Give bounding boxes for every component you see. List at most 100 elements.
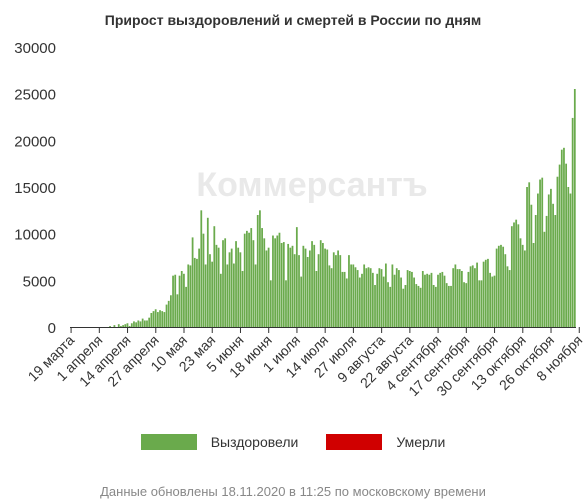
bar-recovered[interactable] bbox=[497, 245, 500, 327]
bar-recovered[interactable] bbox=[421, 271, 424, 327]
bar-recovered[interactable] bbox=[285, 280, 287, 327]
bar-recovered[interactable] bbox=[204, 264, 207, 327]
bar-recovered[interactable] bbox=[482, 261, 485, 327]
bar-recovered[interactable] bbox=[324, 248, 326, 327]
bar-recovered[interactable] bbox=[439, 272, 442, 327]
bar-recovered[interactable] bbox=[274, 238, 277, 327]
bar-recovered[interactable] bbox=[282, 242, 285, 327]
bar-recovered[interactable] bbox=[547, 194, 550, 327]
bar-recovered[interactable] bbox=[174, 274, 177, 327]
bar-recovered[interactable] bbox=[508, 270, 511, 327]
bar-recovered[interactable] bbox=[450, 285, 452, 327]
bar-recovered[interactable] bbox=[335, 255, 337, 327]
bar-recovered[interactable] bbox=[558, 164, 561, 327]
bar-recovered[interactable] bbox=[217, 247, 220, 327]
legend-item-died[interactable]: Умерли bbox=[326, 434, 445, 450]
bar-recovered[interactable] bbox=[424, 274, 426, 327]
bar-recovered[interactable] bbox=[308, 250, 311, 327]
bar-recovered[interactable] bbox=[261, 228, 263, 327]
bar-recovered[interactable] bbox=[478, 280, 481, 327]
bar-recovered[interactable] bbox=[183, 273, 185, 327]
bar-recovered[interactable] bbox=[311, 241, 313, 327]
bar-recovered[interactable] bbox=[211, 261, 214, 327]
bar-recovered[interactable] bbox=[532, 243, 535, 327]
bar-recovered[interactable] bbox=[361, 273, 363, 327]
bar-recovered[interactable] bbox=[130, 323, 133, 327]
bar-recovered[interactable] bbox=[563, 147, 565, 327]
bar-recovered[interactable] bbox=[176, 294, 179, 327]
bar-recovered[interactable] bbox=[276, 235, 279, 327]
bar-recovered[interactable] bbox=[426, 273, 429, 327]
bar-recovered[interactable] bbox=[521, 244, 524, 327]
bar-recovered[interactable] bbox=[313, 244, 316, 327]
bar-recovered[interactable] bbox=[206, 217, 209, 327]
bar-recovered[interactable] bbox=[304, 248, 307, 327]
bar-recovered[interactable] bbox=[250, 228, 253, 327]
bar-recovered[interactable] bbox=[484, 259, 487, 327]
bar-recovered[interactable] bbox=[143, 320, 146, 327]
bar-recovered[interactable] bbox=[391, 264, 394, 327]
bar-recovered[interactable] bbox=[202, 233, 205, 327]
bar-recovered[interactable] bbox=[560, 149, 563, 327]
bar-recovered[interactable] bbox=[289, 247, 292, 327]
bar-recovered[interactable] bbox=[487, 258, 489, 327]
bar-recovered[interactable] bbox=[404, 285, 407, 327]
bar-recovered[interactable] bbox=[117, 324, 120, 327]
bar-recovered[interactable] bbox=[413, 277, 415, 327]
bar-recovered[interactable] bbox=[348, 255, 350, 327]
bar-recovered[interactable] bbox=[187, 264, 190, 327]
bar-recovered[interactable] bbox=[328, 265, 331, 327]
bar-recovered[interactable] bbox=[319, 240, 322, 327]
bar-recovered[interactable] bbox=[569, 193, 572, 327]
bar-recovered[interactable] bbox=[398, 270, 400, 327]
bar-recovered[interactable] bbox=[371, 272, 374, 327]
bar-recovered[interactable] bbox=[128, 326, 131, 327]
bar-recovered[interactable] bbox=[461, 271, 463, 327]
bar-recovered[interactable] bbox=[454, 264, 457, 327]
bar-recovered[interactable] bbox=[189, 265, 192, 327]
bar-recovered[interactable] bbox=[228, 252, 231, 327]
bar-recovered[interactable] bbox=[378, 268, 381, 327]
bar-recovered[interactable] bbox=[254, 264, 257, 327]
bar-recovered[interactable] bbox=[167, 300, 170, 327]
bar-recovered[interactable] bbox=[493, 275, 496, 327]
bar-recovered[interactable] bbox=[471, 265, 474, 327]
bar-recovered[interactable] bbox=[126, 323, 129, 327]
bar-recovered[interactable] bbox=[219, 273, 222, 327]
bar-recovered[interactable] bbox=[341, 271, 344, 327]
bar-recovered[interactable] bbox=[443, 275, 446, 327]
bar-recovered[interactable] bbox=[137, 320, 140, 327]
bar-recovered[interactable] bbox=[295, 227, 298, 327]
bar-recovered[interactable] bbox=[419, 287, 422, 327]
bar-recovered[interactable] bbox=[306, 257, 309, 327]
bar-recovered[interactable] bbox=[278, 232, 281, 327]
bar-recovered[interactable] bbox=[124, 324, 127, 327]
bar-recovered[interactable] bbox=[491, 276, 494, 327]
bar-recovered[interactable] bbox=[122, 325, 124, 327]
bar-recovered[interactable] bbox=[148, 317, 151, 327]
bar-recovered[interactable] bbox=[232, 263, 235, 327]
bar-recovered[interactable] bbox=[352, 264, 355, 327]
bar-recovered[interactable] bbox=[209, 254, 211, 327]
bar-recovered[interactable] bbox=[526, 187, 528, 327]
bar-recovered[interactable] bbox=[441, 271, 444, 327]
bar-recovered[interactable] bbox=[161, 311, 164, 327]
bar-recovered[interactable] bbox=[141, 318, 144, 327]
bar-recovered[interactable] bbox=[272, 235, 274, 327]
bar-recovered[interactable] bbox=[265, 250, 268, 327]
bar-recovered[interactable] bbox=[415, 284, 418, 327]
bar-recovered[interactable] bbox=[235, 241, 237, 327]
bar-recovered[interactable] bbox=[541, 177, 544, 327]
bar-recovered[interactable] bbox=[267, 247, 270, 327]
bar-recovered[interactable] bbox=[417, 285, 420, 327]
bar-recovered[interactable] bbox=[332, 252, 335, 327]
bar-recovered[interactable] bbox=[163, 312, 166, 327]
bar-recovered[interactable] bbox=[224, 238, 227, 327]
bar-recovered[interactable] bbox=[389, 286, 392, 327]
bar-recovered[interactable] bbox=[113, 325, 116, 327]
bar-recovered[interactable] bbox=[537, 193, 539, 327]
bar-recovered[interactable] bbox=[252, 240, 255, 327]
bar-recovered[interactable] bbox=[354, 267, 357, 327]
bar-recovered[interactable] bbox=[198, 248, 200, 327]
bar-recovered[interactable] bbox=[298, 255, 300, 327]
